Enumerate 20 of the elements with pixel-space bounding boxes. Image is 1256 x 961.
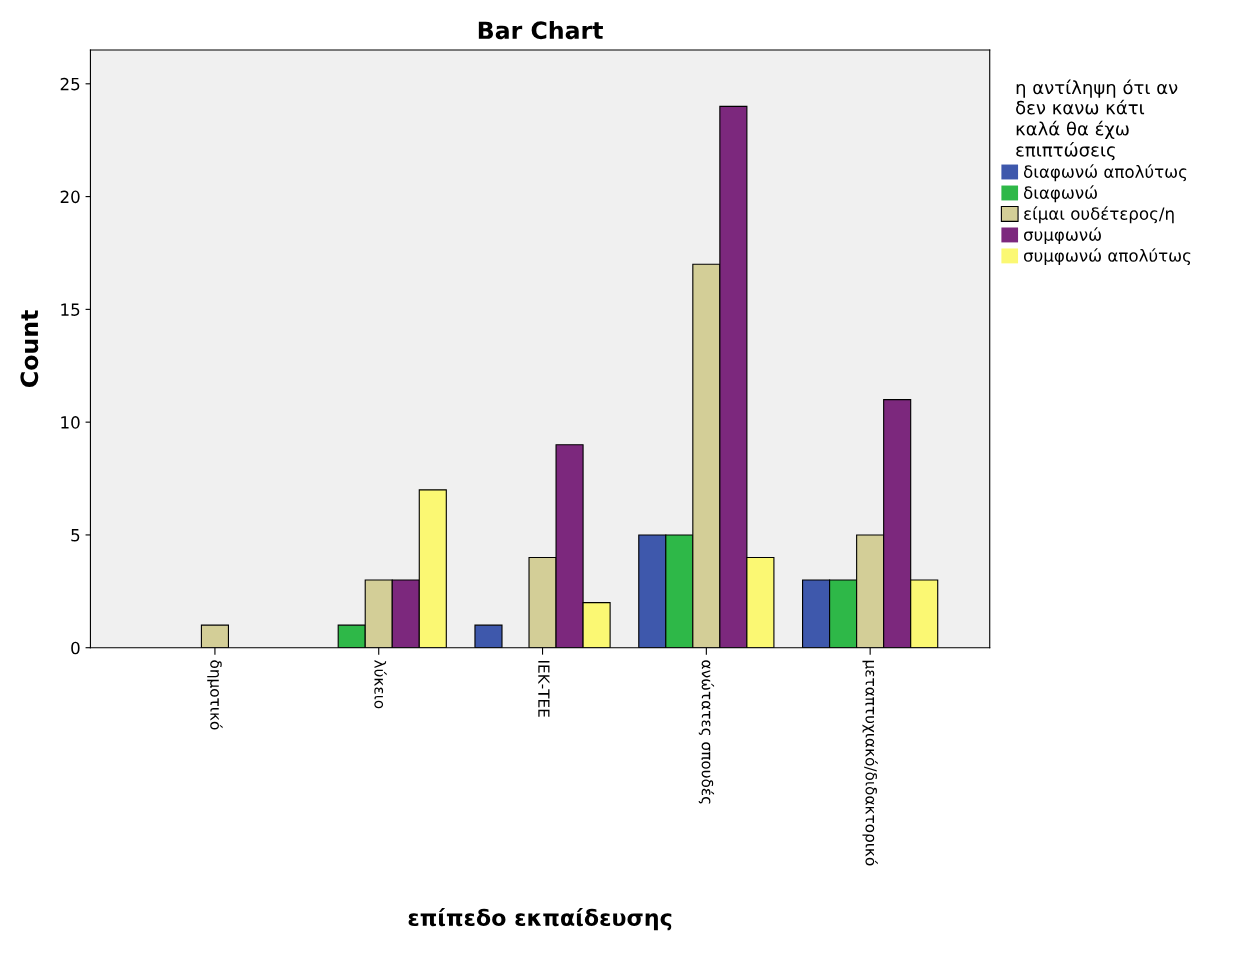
legend-label: διαφωνώ bbox=[1023, 185, 1097, 203]
y-tick-label: 0 bbox=[71, 641, 80, 655]
legend-label: είμαι ουδέτερος/η bbox=[1024, 206, 1174, 224]
legend-label: διαφωνώ απολύτως bbox=[1023, 164, 1187, 182]
x-tick-label: μεταπτυχιακό/διδακτορικό bbox=[862, 660, 878, 866]
x-tick-label: ΙΕΚ-ΤΕΕ bbox=[538, 661, 550, 717]
y-tick-label: 20 bbox=[60, 190, 80, 204]
x-tick-label: λύκειο bbox=[374, 659, 387, 709]
legend-title: η αντίληψη ότι αν δεν κανω κάτι καλά θα έχω επιπτώσεις bbox=[1016, 79, 1178, 161]
x-tick-label: ανώτατες σπουδές bbox=[698, 660, 715, 804]
legend-label: συμφωνώ απολύτως bbox=[1023, 248, 1191, 266]
y-axis-title: Count bbox=[20, 310, 39, 387]
x-axis-title: επίπεδο εκπαίδευσης bbox=[408, 907, 672, 931]
legend-label: συμφωνώ bbox=[1023, 227, 1101, 245]
chart-title: Bar Chart bbox=[478, 20, 603, 40]
y-tick-label: 5 bbox=[71, 529, 80, 542]
x-tick-label: δημοτικό bbox=[207, 660, 223, 730]
y-tick-label: 25 bbox=[60, 77, 80, 91]
y-tick-label: 15 bbox=[61, 303, 80, 316]
y-tick-label: 10 bbox=[61, 416, 80, 429]
